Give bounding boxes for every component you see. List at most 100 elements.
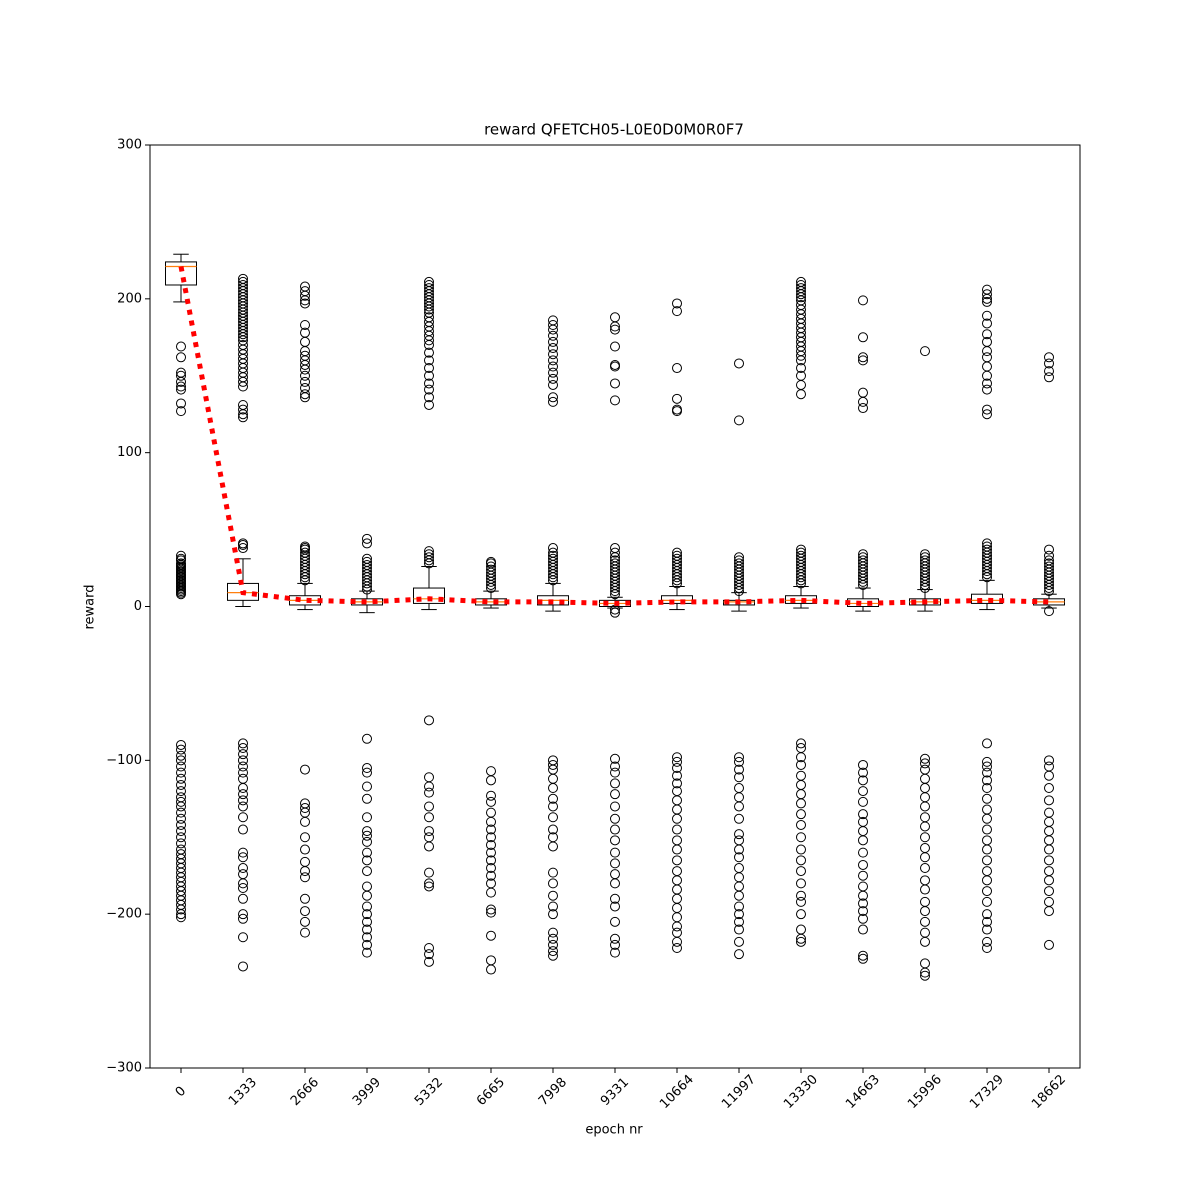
flier xyxy=(920,936,930,947)
flier xyxy=(920,906,930,917)
flier xyxy=(176,801,186,812)
flier xyxy=(920,884,930,895)
flier xyxy=(238,913,248,924)
flier xyxy=(486,583,496,594)
flier xyxy=(238,878,248,889)
flier xyxy=(176,819,186,830)
flier xyxy=(548,367,558,378)
flier xyxy=(424,715,434,726)
flier xyxy=(796,350,806,361)
flier xyxy=(734,924,744,935)
flier xyxy=(486,930,496,941)
flier xyxy=(796,936,806,947)
y-tick-label: 100 xyxy=(117,445,142,460)
flier xyxy=(424,949,434,960)
flier xyxy=(548,946,558,957)
flier xyxy=(858,295,868,306)
flier xyxy=(796,292,806,303)
flier xyxy=(982,943,992,954)
flier xyxy=(548,392,558,403)
flier xyxy=(548,543,558,554)
flier xyxy=(486,839,496,850)
flier xyxy=(176,352,186,363)
flier xyxy=(548,343,558,354)
flier xyxy=(982,909,992,920)
flier xyxy=(858,579,868,590)
flier xyxy=(734,916,744,927)
flier xyxy=(672,936,682,947)
flier xyxy=(238,789,248,800)
flier xyxy=(982,924,992,935)
chart-title: reward QFETCH05-L0E0D0M0R0F7 xyxy=(484,121,744,139)
flier xyxy=(176,807,186,818)
flier xyxy=(672,824,682,835)
flier xyxy=(734,772,744,783)
flier xyxy=(858,576,868,587)
flier xyxy=(300,359,310,370)
flier xyxy=(796,289,806,300)
flier xyxy=(548,330,558,341)
flier xyxy=(796,832,806,843)
flier xyxy=(796,933,806,944)
flier xyxy=(1044,886,1054,897)
flier xyxy=(238,539,248,550)
flier xyxy=(672,575,682,586)
flier xyxy=(486,855,496,866)
flier xyxy=(1044,875,1054,886)
flier xyxy=(610,947,620,958)
flier xyxy=(734,756,744,767)
flier xyxy=(858,786,868,797)
flier xyxy=(548,759,558,770)
flier xyxy=(672,298,682,309)
flier xyxy=(1044,544,1054,555)
flier xyxy=(982,404,992,415)
flier xyxy=(548,336,558,347)
flier xyxy=(424,363,434,374)
flier xyxy=(486,964,496,975)
flier xyxy=(238,761,248,772)
flier xyxy=(920,967,930,978)
flier xyxy=(610,607,620,618)
flier xyxy=(610,789,620,800)
flier xyxy=(858,835,868,846)
flier xyxy=(424,335,434,346)
flier xyxy=(858,796,868,807)
flier xyxy=(610,878,620,889)
flier xyxy=(610,324,620,335)
flier xyxy=(424,558,434,569)
flier xyxy=(238,801,248,812)
y-tick-label: −100 xyxy=(106,753,142,768)
mean-line xyxy=(178,266,1050,606)
flier xyxy=(920,758,930,769)
flier xyxy=(176,406,186,417)
flier xyxy=(176,826,186,837)
flier xyxy=(982,566,992,577)
flier xyxy=(300,803,310,814)
flier xyxy=(176,381,186,392)
flier xyxy=(858,355,868,366)
flier xyxy=(1044,550,1054,561)
flier xyxy=(672,752,682,763)
flier xyxy=(548,890,558,901)
flier xyxy=(424,841,434,852)
flier xyxy=(982,824,992,835)
flier xyxy=(176,589,186,600)
flier xyxy=(176,341,186,352)
flier xyxy=(1044,372,1054,383)
flier xyxy=(982,318,992,329)
y-axis-label: reward xyxy=(83,584,98,629)
flier xyxy=(424,826,434,837)
flier xyxy=(424,781,434,792)
flier xyxy=(176,739,186,750)
flier xyxy=(424,956,434,967)
flier xyxy=(424,339,434,350)
flier xyxy=(982,409,992,420)
flier xyxy=(424,384,434,395)
flier xyxy=(486,579,496,590)
flier xyxy=(176,773,186,784)
flier xyxy=(920,832,930,843)
flier xyxy=(300,575,310,586)
flier xyxy=(300,569,310,580)
flier xyxy=(300,364,310,375)
flier xyxy=(548,950,558,961)
